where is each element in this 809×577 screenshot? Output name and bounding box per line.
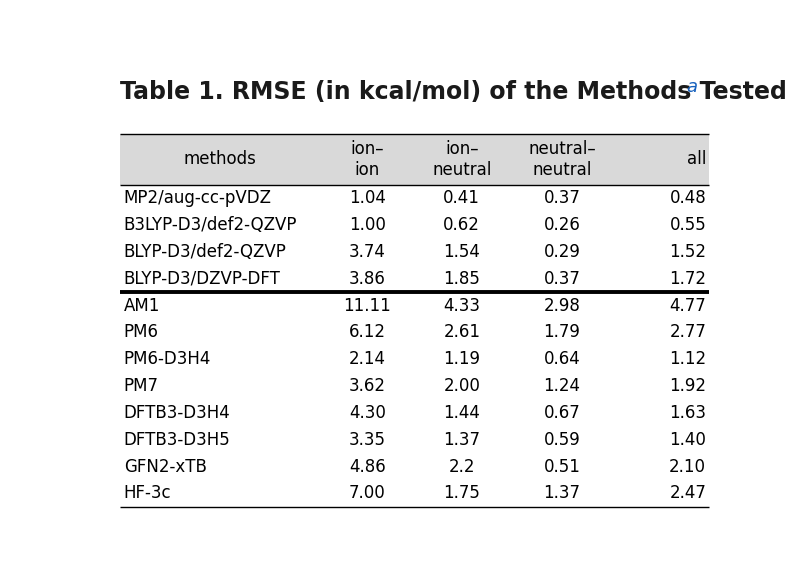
Text: B3LYP-D3/def2-QZVP: B3LYP-D3/def2-QZVP [124,216,297,234]
Text: 0.64: 0.64 [544,350,580,368]
Text: 4.33: 4.33 [443,297,481,314]
Text: 1.54: 1.54 [443,243,481,261]
Text: 1.85: 1.85 [443,269,481,288]
Text: 0.62: 0.62 [443,216,481,234]
Text: 0.67: 0.67 [544,404,580,422]
Text: BLYP-D3/def2-QZVP: BLYP-D3/def2-QZVP [124,243,286,261]
Text: ion–
ion: ion– ion [350,140,384,179]
Text: 0.59: 0.59 [544,431,580,449]
Text: 0.37: 0.37 [544,269,580,288]
Text: 1.19: 1.19 [443,350,481,368]
Text: 0.48: 0.48 [669,189,706,207]
Text: 4.77: 4.77 [669,297,706,314]
Text: 4.86: 4.86 [349,458,386,475]
Text: BLYP-D3/DZVP-DFT: BLYP-D3/DZVP-DFT [124,269,281,288]
Text: methods: methods [184,150,256,168]
Text: 1.52: 1.52 [669,243,706,261]
Text: 1.24: 1.24 [544,377,580,395]
Text: 2.98: 2.98 [544,297,580,314]
Text: 1.37: 1.37 [544,485,580,503]
Bar [120,134,709,185]
Text: 2.47: 2.47 [669,485,706,503]
Text: 6.12: 6.12 [349,323,386,342]
Text: 1.00: 1.00 [349,216,386,234]
Text: 3.86: 3.86 [349,269,386,288]
Text: DFTB3-D3H4: DFTB3-D3H4 [124,404,231,422]
Text: GFN2-xTB: GFN2-xTB [124,458,206,475]
Text: PM6-D3H4: PM6-D3H4 [124,350,211,368]
Text: 3.35: 3.35 [349,431,386,449]
Text: Table 1. RMSE (in kcal/mol) of the Methods Tested: Table 1. RMSE (in kcal/mol) of the Metho… [120,80,787,104]
Text: 0.51: 0.51 [544,458,580,475]
Text: 1.12: 1.12 [669,350,706,368]
Text: DFTB3-D3H5: DFTB3-D3H5 [124,431,231,449]
Text: 1.63: 1.63 [669,404,706,422]
Text: 2.14: 2.14 [349,350,386,368]
Text: 2.00: 2.00 [443,377,481,395]
Text: all: all [687,150,706,168]
Text: 7.00: 7.00 [349,485,386,503]
Text: 2.77: 2.77 [669,323,706,342]
Text: 2.61: 2.61 [443,323,481,342]
Text: 4.30: 4.30 [349,404,386,422]
Text: 11.11: 11.11 [344,297,392,314]
Text: 0.26: 0.26 [544,216,580,234]
Text: PM7: PM7 [124,377,159,395]
Text: 1.37: 1.37 [443,431,481,449]
Text: 1.04: 1.04 [349,189,386,207]
Text: 1.72: 1.72 [669,269,706,288]
Text: 1.40: 1.40 [669,431,706,449]
Text: 0.41: 0.41 [443,189,481,207]
Text: 1.75: 1.75 [443,485,481,503]
Text: 2.10: 2.10 [669,458,706,475]
Text: MP2/aug-cc-pVDZ: MP2/aug-cc-pVDZ [124,189,272,207]
Text: 3.62: 3.62 [349,377,386,395]
Text: PM6: PM6 [124,323,159,342]
Text: neutral–
neutral: neutral– neutral [528,140,595,179]
Text: ion–
neutral: ion– neutral [432,140,491,179]
Text: 0.29: 0.29 [544,243,580,261]
Text: 2.2: 2.2 [448,458,475,475]
Text: 3.74: 3.74 [349,243,386,261]
Text: 0.55: 0.55 [669,216,706,234]
Text: HF-3c: HF-3c [124,485,172,503]
Text: 1.92: 1.92 [669,377,706,395]
Text: a: a [686,78,697,96]
Text: 0.37: 0.37 [544,189,580,207]
Text: 1.79: 1.79 [544,323,580,342]
Text: AM1: AM1 [124,297,160,314]
Text: 1.44: 1.44 [443,404,481,422]
